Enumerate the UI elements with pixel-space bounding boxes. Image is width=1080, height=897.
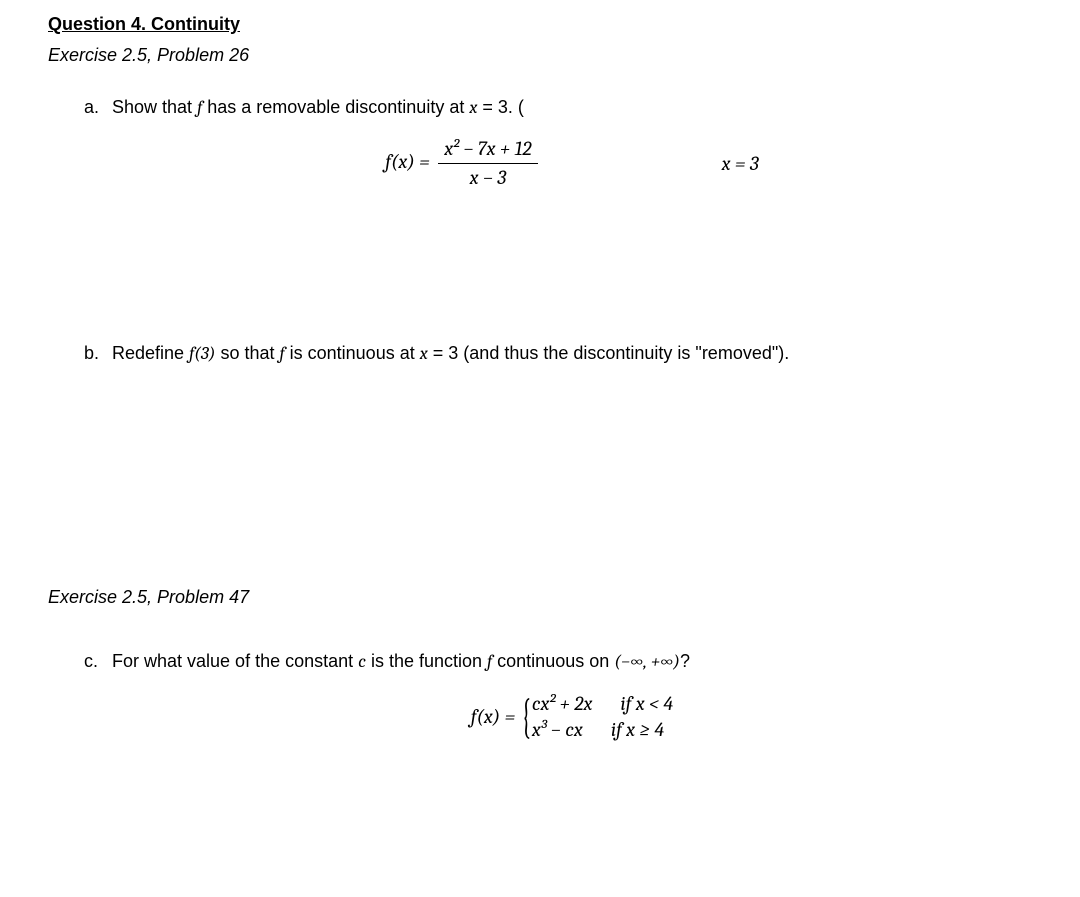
worksheet-page: Question 4. Continuity Exercise 2.5, Pro… bbox=[0, 0, 1080, 773]
part-a-text-pre: Show that bbox=[112, 97, 197, 117]
part-c-cases: cx² + 2x if x < 4 x³ − cx if x ≥ 4 bbox=[532, 691, 673, 743]
part-b-label: b. bbox=[84, 340, 112, 367]
part-a-side-cond: x = 3 bbox=[722, 149, 759, 179]
part-c-body: For what value of the constant c is the … bbox=[112, 648, 1032, 743]
part-c-interval: (−∞, +∞) bbox=[614, 651, 680, 672]
part-a-equation: f(x) = x² − 7x + 12 x − 3 x = 3 bbox=[112, 137, 1032, 190]
part-c-case2: x³ − cx if x ≥ 4 bbox=[532, 717, 673, 743]
question-title: Question 4. Continuity bbox=[48, 14, 1032, 35]
part-c-pre: For what value of the constant bbox=[112, 651, 358, 671]
part-b-mid2: is continuous at bbox=[285, 343, 420, 363]
part-a-eq-den: x − 3 bbox=[464, 164, 513, 190]
part-b-pre: Redefine bbox=[112, 343, 189, 363]
part-a-fraction: x² − 7x + 12 x − 3 bbox=[438, 137, 537, 190]
part-c-case1-cond: if x < 4 bbox=[620, 691, 673, 717]
part-c-case1: cx² + 2x if x < 4 bbox=[532, 691, 673, 717]
part-b-eqop: = bbox=[428, 343, 449, 363]
part-a-marker: ( bbox=[518, 97, 524, 117]
part-b-tail: (and thus the discontinuity is "removed"… bbox=[458, 343, 789, 363]
part-c-label: c. bbox=[84, 648, 112, 743]
exercise-ref-a: Exercise 2.5, Problem 26 bbox=[48, 45, 1032, 66]
part-a-label: a. bbox=[84, 94, 112, 190]
part-c-eq-lhs: f(x) = bbox=[471, 702, 516, 732]
part-c-mid2: continuous on bbox=[492, 651, 614, 671]
part-b-x: x bbox=[420, 343, 428, 364]
part-c-case2-expr: x³ − cx bbox=[532, 717, 583, 743]
part-c-tail: ? bbox=[680, 651, 690, 671]
part-c-case1-expr: cx² + 2x bbox=[532, 691, 593, 717]
part-a-eq-lhs: f(x) = bbox=[385, 150, 430, 173]
part-b: b. Redefine f(3) so that f is continuous… bbox=[84, 340, 1032, 367]
part-c-mid1: is the function bbox=[366, 651, 487, 671]
part-b-rhs: 3 bbox=[448, 343, 458, 363]
part-c-c: c bbox=[358, 651, 366, 672]
part-c: c. For what value of the constant c is t… bbox=[84, 648, 1032, 743]
workspace-a bbox=[48, 190, 1032, 340]
part-b-f3: f(3) bbox=[189, 343, 215, 364]
part-a-eq-main: f(x) = x² − 7x + 12 x − 3 bbox=[385, 137, 541, 190]
part-b-mid1: so that bbox=[215, 343, 279, 363]
part-a-eq-num: x² − 7x + 12 bbox=[438, 137, 537, 164]
part-b-body: Redefine f(3) so that f is continuous at… bbox=[112, 340, 1032, 367]
part-c-case2-cond: if x ≥ 4 bbox=[611, 717, 664, 743]
part-a-body: Show that f has a removable discontinuit… bbox=[112, 94, 1032, 190]
part-a-text-mid: has a removable discontinuity at bbox=[202, 97, 469, 117]
part-a-eqop: = bbox=[477, 97, 498, 117]
left-brace-icon: { bbox=[522, 693, 531, 741]
exercise-ref-c: Exercise 2.5, Problem 47 bbox=[48, 587, 1032, 608]
part-a: a. Show that f has a removable discontin… bbox=[84, 94, 1032, 190]
part-c-equation: f(x) = { cx² + 2x if x < 4 x³ − cx if x … bbox=[112, 691, 1032, 743]
part-a-rhs: 3. bbox=[498, 97, 518, 117]
